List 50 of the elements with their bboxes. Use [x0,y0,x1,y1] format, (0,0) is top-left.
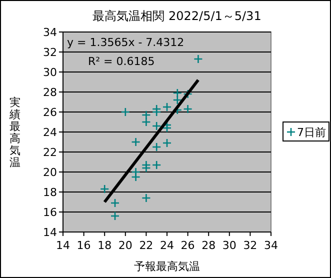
point [131,172,140,182]
x-tick-label: 14 [56,239,70,252]
y-tick-label: 14 [43,226,57,239]
x-tick-label: 28 [202,239,216,252]
x-tick-label: 22 [139,239,154,252]
x-tick-label: 24 [160,239,174,252]
x-axis-title: 予報最高気温 [134,260,200,273]
y-tick-label: 22 [43,146,57,159]
x-tick-label: 18 [98,239,112,252]
legend-label: 7日前 [297,126,326,139]
x-tick-label: 26 [180,239,195,252]
x-tick-label: 30 [222,239,236,252]
y-tick-label: 34 [43,26,57,39]
point [110,211,120,221]
point [120,107,130,117]
point [131,137,140,147]
point [162,102,172,112]
point [194,54,203,64]
y-tick-label: 30 [43,66,57,79]
y-tick-label: 32 [43,46,57,59]
point [172,95,182,105]
point [142,193,151,203]
y-tick-label: 18 [43,186,57,199]
point [162,138,172,148]
point [142,117,151,127]
y-tick-label: 26 [43,106,57,119]
point [142,110,151,120]
annotation: y = 1.3565x - 7.4312 [67,36,184,49]
point [162,123,172,133]
y-tick-label: 20 [43,166,57,179]
point [152,107,162,117]
point [183,89,192,99]
point [172,88,182,98]
point [152,121,162,131]
y-axis-title: 実績最高気温 [8,96,20,169]
point [152,142,162,152]
chart-title: 最高気温相関 2022/5/1～5/31 [92,9,262,23]
point [110,198,120,208]
point [183,104,192,114]
annotation: R² = 0.6185 [88,55,155,68]
y-tick-label: 28 [43,86,57,99]
y-tick-label: 16 [43,206,57,219]
x-tick-label: 20 [118,239,132,252]
point [100,184,110,194]
x-tick-label: 32 [243,239,258,252]
x-tick-label: 16 [76,239,91,252]
x-tick-label: 34 [264,239,278,252]
y-tick-label: 24 [43,126,57,139]
point [152,160,162,170]
point [142,163,151,173]
